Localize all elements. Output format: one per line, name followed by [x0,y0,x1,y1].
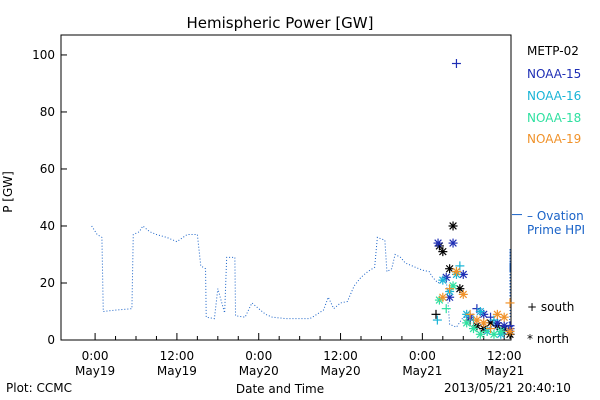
south-symbol: + [527,300,538,314]
x-tick-label-date: May19 [75,364,115,378]
legend-item-noaa-15: NOAA-15 [527,67,582,81]
point-noaa-19-north [451,267,461,277]
point-noaa-19-south [445,284,455,294]
y-axis: 0 20 40 60 80 100 [32,48,67,347]
point-noaa-15-south [451,59,461,69]
point-noaa-15-north [433,238,443,248]
y-tick-label: 60 [40,162,55,176]
point-metp-02-north [448,221,458,231]
y-tick-label: 20 [40,276,55,290]
point-metp-02-south [431,309,441,319]
point-noaa-19-north [499,312,509,322]
point-noaa-18-north [462,318,472,328]
point-noaa-18-north [496,326,506,336]
x-tick-label-date: May20 [239,364,279,378]
point-noaa-19-south [465,309,475,319]
legend-item-metp-02: METP-02 [527,44,579,58]
point-noaa-16-north [438,275,448,285]
point-noaa-19-north [472,315,482,325]
legend-item-noaa-18: NOAA-18 [527,111,582,125]
point-noaa-16-north [475,306,485,316]
point-noaa-18-north [469,324,478,334]
chart-title: Hemispheric Power [GW] [187,14,374,32]
plot-timestamp: 2013/05/21 20:40:10 [444,381,571,395]
y-tick-label: 80 [40,105,55,119]
point-noaa-15-north [448,238,458,248]
x-tick-label-date: May20 [321,364,361,378]
x-axis: 0:00May1912:00May190:00May2012:00May200:… [75,333,524,378]
marker-key-south: + south [527,300,574,314]
point-metp-02-north [438,247,448,257]
ovation-label-line2: Prime HPI [527,223,585,237]
y-tick-label: 0 [47,333,55,347]
x-tick-label-date: May21 [402,364,442,378]
legend-item-noaa-16: NOAA-16 [527,89,582,103]
ovation-label: – Ovation Prime HPI [527,209,585,237]
point-metp-02-north [445,264,455,274]
x-axis-label: Date and Time [236,382,324,396]
point-noaa-18-north [475,329,485,339]
point-noaa-19-north [458,289,468,299]
north-symbol: * [527,332,533,346]
point-noaa-19-south [505,298,515,308]
legend-item-noaa-19: NOAA-19 [527,132,582,146]
point-noaa-16-south [432,315,442,325]
south-label: south [540,300,575,314]
x-tick-label-date: May21 [484,364,524,378]
point-metp-02-north [455,284,465,294]
x-tick-label-time: 12:00 [323,349,358,363]
north-label: north [536,332,570,346]
point-noaa-19-north [492,309,502,319]
x-tick-label-date: May19 [157,364,197,378]
x-tick-label-time: 12:00 [160,349,195,363]
y-axis-label: P [GW] [1,171,15,213]
point-noaa-19-north [505,326,515,336]
point-noaa-19-north [438,292,448,302]
ovation-series-line [91,225,511,336]
x-tick-label-time: 0:00 [409,349,436,363]
y-tick-label: 100 [32,48,55,62]
x-tick-label-time: 0:00 [82,349,109,363]
point-noaa-19-north [479,318,489,328]
point-noaa-19-south [486,324,496,334]
marker-key-north: * north [527,332,569,346]
ovation-label-line1: Ovation [536,209,584,223]
point-noaa-18-north [489,329,499,339]
plot-credit: Plot: CCMC [6,381,72,395]
data-points [431,59,515,339]
point-noaa-18-south [441,304,451,314]
plot-area [60,34,512,341]
x-tick-label-time: 0:00 [245,349,272,363]
x-tick-label-time: 12:00 [487,349,522,363]
y-tick-label: 40 [40,219,55,233]
